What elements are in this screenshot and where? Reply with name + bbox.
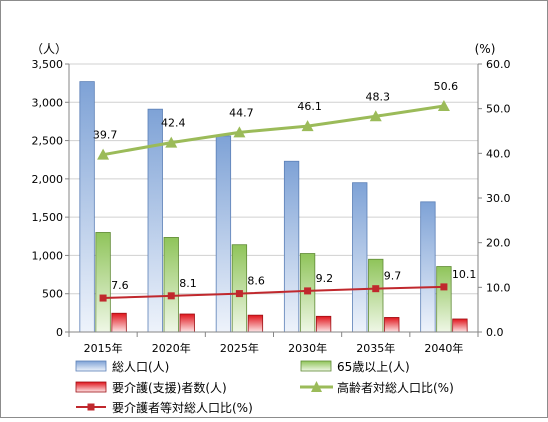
elderly-population-bar [163,237,179,333]
legend-label: 要介護者等対総人口比(%) [112,400,253,415]
elderly-ratio-point [301,120,314,132]
left-axis-tick-label: 3,500 [32,58,64,71]
elderly-ratio-point [437,99,450,111]
legend-marker [87,403,95,411]
legend-care-ratio: 要介護者等対総人口比(%) [76,400,253,415]
legend-swatch [300,360,332,372]
care-ratio-data-label: 8.6 [247,275,265,288]
care-recipients-bar [247,314,264,333]
elderly-ratio-data-label: 48.3 [366,90,391,103]
elderly-population-bar [231,244,248,333]
total-population-bar [147,108,163,333]
elderly-ratio-data-label: 39.7 [93,129,118,142]
legend-label: 高齢者対総人口比(%) [337,380,454,395]
right-axis-tick-label: 10.0 [486,281,511,294]
elderly-ratio-data-label: 46.1 [297,100,322,113]
care-recipients-bar [452,318,468,333]
elderly-ratio-point [233,126,246,138]
x-axis-tick-label: 2020年 [152,341,191,355]
elderly-ratio-data-label: 42.4 [161,117,186,130]
elderly-population-bar [436,266,452,333]
right-axis-tick-label: 40.0 [486,147,511,160]
elderly-population-bar [368,258,384,333]
total-population-bar [283,160,300,333]
care-ratio-point [167,292,175,300]
left-axis-tick-label: 2,000 [32,173,64,186]
legend-marker [311,381,322,392]
total-population-bar [215,135,232,333]
right-axis-tick-label: 20.0 [486,237,511,250]
left-axis-tick-label: 1,500 [32,211,64,224]
care-ratio-point [440,283,448,291]
total-population-bar [79,81,95,333]
elderly-ratio-point [165,136,178,148]
care-ratio-data-label: 10.1 [452,268,477,281]
left-axis-tick-label: 500 [42,288,63,301]
care-ratio-data-label: 9.7 [384,270,402,283]
care-ratio-line [103,285,444,300]
left-axis-tick-label: 2,500 [32,135,64,148]
total-population-bar [420,201,436,333]
elderly-ratio-point [369,110,382,122]
x-axis-tick-label: 2030年 [288,341,327,355]
care-ratio-point [304,287,312,295]
x-axis-tick-label: 2025年 [220,341,259,355]
care-recipients-bar [179,313,195,333]
elderly-population-bar [95,232,111,333]
elderly-ratio-point [97,148,110,160]
x-axis-tick-label: 2015年 [84,341,123,355]
right-axis-unit-label: (%) [475,42,496,56]
care-ratio-point [99,294,107,302]
left-axis-tick-label: 3,000 [32,96,64,109]
right-axis-tick-label: 0.0 [486,326,504,339]
care-ratio-data-label: 9.2 [316,272,334,285]
total-population-bar [352,182,368,333]
right-axis-tick-label: 30.0 [486,192,511,205]
left-axis-unit-label: （人） [31,42,67,56]
legend-label: 65歳以上(人) [337,360,410,374]
left-axis-tick-label: 1,000 [32,249,64,262]
legend-label: 総人口(人) [112,360,169,374]
legend-swatch [75,381,107,393]
legend-swatch [75,360,107,372]
x-axis-tick-label: 2035年 [356,341,395,355]
x-axis-tick-label: 2040年 [424,341,463,355]
care-recipients-bar [111,312,127,333]
elderly-ratio-data-label: 44.7 [229,106,254,119]
care-recipients-bar [384,317,400,333]
elderly-ratio-line [102,104,445,157]
legend-elderly-ratio: 高齢者対総人口比(%) [300,380,454,395]
left-axis-tick-label: 0 [56,326,63,339]
legend-care-recipients: 要介護(支援)者数(人) [75,380,227,395]
elderly-ratio-data-label: 50.6 [434,80,459,93]
care-ratio-data-label: 7.6 [111,279,129,292]
right-axis-tick-label: 60.0 [486,58,511,71]
legend-elderly-population: 65歳以上(人) [300,360,410,374]
right-axis-tick-label: 50.0 [486,103,511,116]
care-ratio-point [235,290,243,298]
care-ratio-point [372,285,380,293]
legend-label: 要介護(支援)者数(人) [112,380,227,395]
care-ratio-data-label: 8.1 [179,277,197,290]
care-recipients-bar [315,315,332,333]
legend-total-population: 総人口(人) [75,360,169,374]
